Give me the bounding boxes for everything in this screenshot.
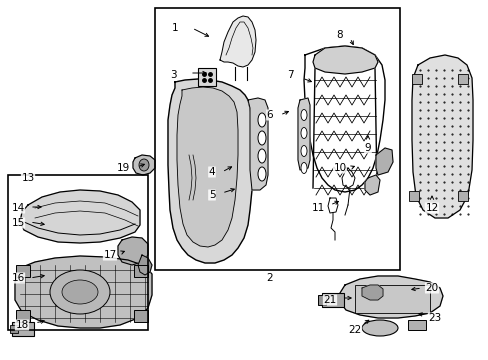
- Text: 17: 17: [103, 250, 116, 260]
- Text: 16: 16: [11, 273, 24, 283]
- Polygon shape: [220, 16, 256, 67]
- Bar: [16, 310, 30, 322]
- Polygon shape: [312, 46, 377, 74]
- Text: 18: 18: [15, 320, 29, 330]
- Bar: [16, 265, 30, 277]
- Ellipse shape: [258, 149, 265, 163]
- Text: 9: 9: [364, 143, 370, 153]
- Bar: [134, 310, 148, 322]
- Bar: [12, 322, 34, 336]
- Bar: [8, 175, 148, 330]
- Bar: [317, 295, 325, 305]
- Ellipse shape: [258, 131, 265, 145]
- Text: 8: 8: [336, 30, 343, 40]
- Text: 20: 20: [425, 283, 438, 293]
- Ellipse shape: [301, 145, 306, 157]
- Text: 1: 1: [171, 23, 178, 33]
- Polygon shape: [339, 276, 442, 318]
- Bar: [408, 191, 418, 201]
- Polygon shape: [361, 285, 382, 300]
- Text: 7: 7: [286, 70, 293, 80]
- Polygon shape: [133, 155, 155, 175]
- Text: 2: 2: [266, 273, 273, 283]
- Polygon shape: [177, 87, 238, 247]
- Text: 13: 13: [21, 173, 35, 183]
- Polygon shape: [364, 175, 379, 195]
- Polygon shape: [15, 256, 152, 328]
- Polygon shape: [411, 55, 472, 218]
- Polygon shape: [118, 237, 148, 265]
- Text: 3: 3: [169, 70, 176, 80]
- Text: 5: 5: [208, 190, 215, 200]
- Bar: [411, 74, 421, 84]
- Text: 12: 12: [425, 203, 438, 213]
- Bar: [155, 8, 399, 270]
- Polygon shape: [138, 255, 152, 275]
- Bar: [407, 320, 425, 330]
- Ellipse shape: [139, 159, 149, 171]
- Ellipse shape: [258, 167, 265, 181]
- Text: 14: 14: [11, 203, 24, 213]
- Text: 22: 22: [347, 325, 361, 335]
- Text: 21: 21: [323, 295, 336, 305]
- Polygon shape: [168, 79, 252, 263]
- Bar: [134, 265, 148, 277]
- Bar: [457, 74, 467, 84]
- Text: 4: 4: [208, 167, 215, 177]
- Polygon shape: [375, 148, 392, 175]
- Bar: [457, 191, 467, 201]
- Text: 15: 15: [11, 218, 24, 228]
- Polygon shape: [20, 190, 140, 243]
- Polygon shape: [247, 98, 267, 190]
- Bar: [10, 325, 18, 333]
- Ellipse shape: [361, 320, 397, 336]
- Ellipse shape: [301, 162, 306, 174]
- Ellipse shape: [258, 113, 265, 127]
- Ellipse shape: [301, 127, 306, 139]
- Text: 11: 11: [311, 203, 324, 213]
- Bar: [198, 68, 216, 86]
- Text: 23: 23: [427, 313, 441, 323]
- Ellipse shape: [62, 280, 98, 304]
- Text: 10: 10: [333, 163, 346, 173]
- Ellipse shape: [50, 270, 110, 314]
- Polygon shape: [297, 98, 309, 170]
- Bar: [354, 285, 429, 313]
- Ellipse shape: [301, 109, 306, 121]
- Bar: [321, 293, 343, 307]
- Text: 19: 19: [116, 163, 129, 173]
- Text: 6: 6: [266, 110, 273, 120]
